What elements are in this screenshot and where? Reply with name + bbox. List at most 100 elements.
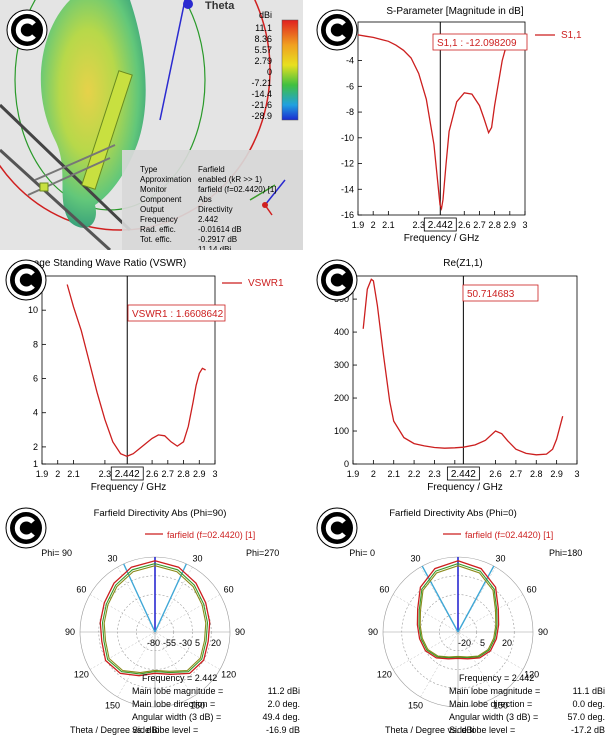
phi-right-label: Phi=270: [246, 548, 279, 558]
info-side-lobe-level: Side lobe level =: [132, 725, 198, 735]
info-row: Component Abs: [140, 195, 277, 205]
info-main-lobe-direction-value: 0.0 deg.: [572, 699, 605, 709]
y-tick-label: 100: [334, 426, 349, 436]
x-tick-label: 2.7: [510, 469, 523, 479]
info-main-lobe-direction-value: 2.0 deg.: [267, 699, 300, 709]
x-tick-label: 1.9: [347, 469, 360, 479]
polar-phi0-panel: Farfield Directivity Abs (Phi=0) farfield…: [303, 504, 607, 750]
grid-spoke: [89, 594, 221, 670]
s-parameter-panel: S-Parameter [Magnitude in dB] -4 -6 -8 -10 -1…: [303, 0, 607, 250]
x-tick-label: 2.6: [489, 469, 502, 479]
legend-value: 5.57: [254, 45, 272, 55]
legend-label: farfield (f=02.4420) [1]: [465, 530, 553, 540]
y-tick-label: -10: [341, 133, 354, 143]
marker-x-label: 2.442: [115, 469, 140, 480]
y-tick-label: 4: [33, 408, 38, 418]
legend-value: 0: [267, 67, 272, 77]
legend-value: -21.6: [251, 100, 272, 110]
angle-label: 30: [192, 553, 202, 563]
plot-frame: [352, 275, 578, 465]
radial-label: 5: [195, 638, 200, 648]
info-frequency: Frequency = 2.442: [142, 673, 217, 683]
info-value: 2.442: [198, 215, 219, 224]
grid-spoke: [89, 594, 221, 670]
grid-spoke: [420, 566, 496, 698]
angle-label: 120: [377, 670, 392, 680]
angle-label: 150: [105, 701, 120, 711]
polar-curve-olive: [419, 565, 497, 658]
info-row: Approximation enabled (kR >> 1): [140, 175, 277, 185]
grid-spoke: [117, 566, 193, 698]
angle-label: 60: [379, 585, 389, 595]
footer-title: Theta / Degree vs. dBi: [70, 725, 160, 735]
x-tick-label: 2.6: [146, 469, 159, 479]
grid-spoke: [420, 566, 496, 698]
copyright-icon: [6, 9, 48, 51]
phi-left-label: Phi= 90: [41, 548, 72, 558]
y-tick-label: -8: [346, 107, 354, 117]
radial-label: 20: [502, 638, 512, 648]
y-tick-label: -4: [346, 56, 354, 66]
angle-label: 120: [221, 670, 236, 680]
info-main-lobe-magnitude-value: 11.1 dBi: [573, 686, 605, 696]
info-key: Approximation: [140, 175, 192, 184]
info-value: enabled (kR >> 1): [198, 175, 263, 184]
x-tick-label: 1.9: [352, 220, 365, 230]
polar-curve: [99, 560, 211, 677]
polar-phi0-chart: Farfield Directivity Abs (Phi=0) farfield…: [349, 508, 605, 735]
legend-value: 11.1: [255, 23, 272, 33]
legend-value: 8.36: [254, 34, 272, 44]
info-row: Output Directivity: [140, 205, 277, 215]
plot-frame: [41, 275, 216, 465]
marker-readout-box: [462, 284, 539, 302]
angle-label: 120: [74, 670, 89, 680]
phi-right-label: Phi=180: [549, 548, 582, 558]
vswr-panel: age Standing Wave Ratio (VSWR) 1 2 4 6 8 10 1.9…: [0, 252, 303, 502]
info-main-lobe-magnitude-value: 11.2 dBi: [268, 686, 300, 696]
angle-label: 150: [190, 701, 205, 711]
legend-label: farfield (f=02.4420) [1]: [167, 530, 255, 540]
farfield-info-box: Type Farfield Approximation enabled (kR >> …: [140, 165, 277, 250]
info-value: Farfield: [198, 165, 225, 174]
y-tick-label: 200: [334, 393, 349, 403]
chart-title: Farfield Directivity Abs (Phi=90): [94, 508, 227, 519]
angle-label: 30: [495, 553, 505, 563]
beamwidth-line: [421, 565, 459, 633]
info-key: Rad. effic.: [140, 225, 176, 234]
marker-x-box: [423, 217, 457, 232]
info-row: Rad. effic. -0.01614 dB: [140, 225, 277, 235]
x-tick-label: 2.8: [488, 220, 501, 230]
y-tick-label: 6: [33, 374, 38, 384]
farfield-3d-view: dBi 11.18.365.572.790-7.21-14.4-21.6-28.…: [0, 0, 303, 250]
legend-value: 2.79: [254, 56, 272, 66]
info-main-lobe-direction: Main lobe direction =: [449, 699, 532, 709]
vswr-chart: age Standing Wave Ratio (VSWR) 1 2 4 6 8 10 1.9…: [28, 258, 284, 493]
x-tick-label: 2.3: [99, 469, 112, 479]
polar-curve-green: [101, 563, 209, 675]
polar-phi90-panel: Farfield Directivity Abs (Phi=90) farfiel…: [0, 504, 303, 750]
legend-value: -28.9: [251, 111, 272, 121]
x-tick-label: 2.6: [458, 220, 471, 230]
legend-value: -7.21: [251, 78, 272, 88]
legend-title: dBi: [259, 10, 272, 20]
angle-label: 60: [527, 585, 537, 595]
grid-spoke: [392, 594, 524, 670]
info-key: Output: [140, 205, 165, 214]
angle-label: 60: [224, 585, 234, 595]
info-row: Tot. effic. -0.2917 dB: [140, 235, 277, 245]
x-tick-label: 3: [212, 469, 217, 479]
x-tick-label: 2.9: [504, 220, 517, 230]
info-key: Tot. effic.: [140, 235, 172, 244]
info-main-lobe-direction: Main lobe direction =: [132, 699, 215, 709]
info-angular-width: Angular width (3 dB) =: [449, 712, 538, 722]
info-side-lobe-level: Side lobe level =: [449, 725, 515, 735]
x-tick-label: 2: [371, 220, 376, 230]
radial-label: 5: [480, 638, 485, 648]
info-key: Type: [140, 165, 158, 174]
polar-curve: [416, 560, 500, 660]
copyright-icon: [5, 507, 47, 549]
y-tick-label: -14: [341, 184, 354, 194]
info-angular-width-value: 57.0 deg.: [567, 712, 605, 722]
angle-label: 150: [493, 701, 508, 711]
info-row: Type Farfield: [140, 165, 277, 175]
